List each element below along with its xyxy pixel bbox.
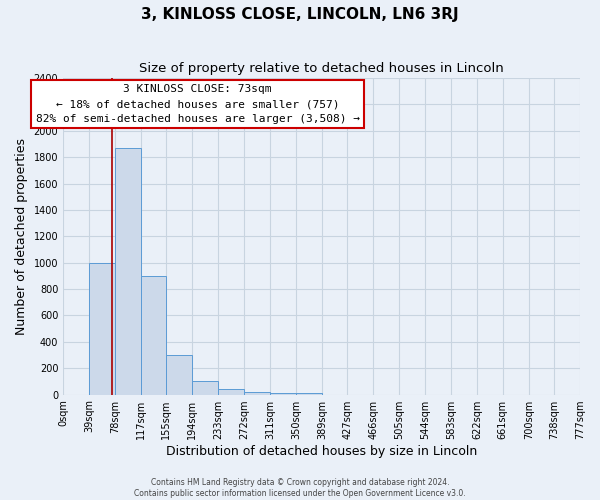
Y-axis label: Number of detached properties: Number of detached properties bbox=[15, 138, 28, 335]
Text: Contains HM Land Registry data © Crown copyright and database right 2024.
Contai: Contains HM Land Registry data © Crown c… bbox=[134, 478, 466, 498]
Bar bbox=[270, 392, 296, 394]
Bar bbox=[218, 390, 244, 394]
Bar bbox=[166, 355, 192, 395]
Text: 3, KINLOSS CLOSE, LINCOLN, LN6 3RJ: 3, KINLOSS CLOSE, LINCOLN, LN6 3RJ bbox=[141, 8, 459, 22]
Bar bbox=[89, 262, 115, 394]
Title: Size of property relative to detached houses in Lincoln: Size of property relative to detached ho… bbox=[139, 62, 504, 76]
X-axis label: Distribution of detached houses by size in Lincoln: Distribution of detached houses by size … bbox=[166, 444, 477, 458]
Bar bbox=[192, 382, 218, 394]
Text: 3 KINLOSS CLOSE: 73sqm
← 18% of detached houses are smaller (757)
82% of semi-de: 3 KINLOSS CLOSE: 73sqm ← 18% of detached… bbox=[35, 84, 359, 124]
Bar bbox=[141, 276, 166, 394]
Bar bbox=[244, 392, 270, 394]
Bar bbox=[115, 148, 141, 394]
